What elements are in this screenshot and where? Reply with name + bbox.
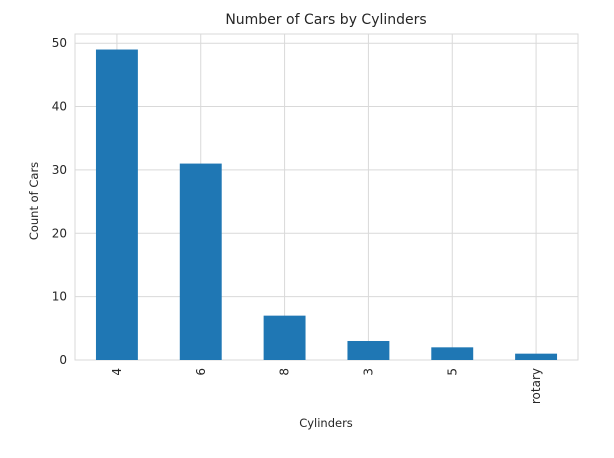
x-tick-label: rotary [529, 368, 543, 404]
y-tick-label: 40 [52, 100, 67, 114]
y-tick-label: 20 [52, 226, 67, 240]
x-tick-label: 8 [278, 368, 292, 376]
x-tick-label: 3 [361, 368, 375, 376]
y-tick-label: 0 [59, 353, 67, 367]
y-tick-label: 50 [52, 36, 67, 50]
x-axis-label: Cylinders [299, 416, 353, 430]
bar-8 [263, 315, 306, 360]
x-tick-label: 4 [110, 368, 124, 376]
x-tick-label: 6 [194, 368, 208, 376]
y-axis-ticks: 0 10 20 30 40 50 [52, 36, 67, 367]
bars [95, 49, 558, 361]
bar-6 [179, 163, 222, 360]
bar-4 [95, 49, 138, 361]
bar-5 [431, 347, 474, 360]
bar-rotary [515, 353, 558, 360]
y-tick-label: 30 [52, 163, 67, 177]
plot-area-frame [74, 33, 579, 361]
y-axis-label: Count of Cars [27, 162, 41, 240]
x-axis-ticks: 4 6 8 3 5 rotary [110, 368, 543, 404]
bar-3 [347, 340, 390, 360]
chart-title: Number of Cars by Cylinders [225, 12, 426, 28]
y-tick-label: 10 [52, 290, 67, 304]
grid [75, 34, 578, 361]
x-tick-label: 5 [445, 368, 459, 376]
